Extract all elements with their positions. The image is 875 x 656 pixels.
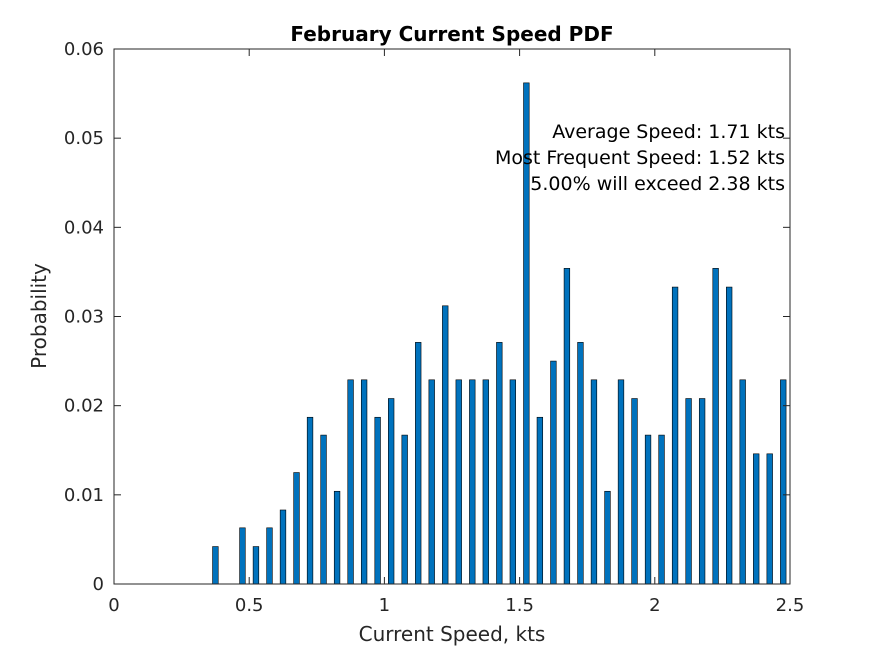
bar	[712, 268, 719, 585]
x-tick-label: 1.5	[505, 595, 534, 616]
x-tick-label: 1	[379, 595, 390, 616]
bar	[617, 379, 625, 585]
bar	[509, 379, 516, 585]
y-tick-label: 0	[93, 574, 104, 595]
bar	[766, 453, 773, 585]
bar	[482, 379, 489, 585]
bar	[644, 434, 652, 585]
bar	[266, 527, 273, 585]
ticks-group: 0 0.5 1 1.5 2 2.5 0 0.01 0.02 0.03 0.04 0.05 0.06	[64, 39, 804, 616]
bar	[536, 416, 544, 585]
y-tick-label: 0.03	[64, 307, 104, 328]
bar	[428, 379, 435, 585]
y-tick-label: 0.05	[64, 128, 104, 149]
y-tick-label: 0.01	[64, 485, 104, 506]
bar	[496, 342, 503, 585]
bar	[780, 379, 787, 585]
y-axis-label: Probability	[27, 263, 51, 369]
chart-title: February Current Speed PDF	[290, 22, 613, 46]
annotation-average-speed: Average Speed: 1.71 kts	[552, 121, 785, 143]
x-tick-label: 0.5	[235, 595, 264, 616]
bar	[293, 472, 300, 585]
bar	[279, 509, 287, 585]
bar	[320, 434, 327, 585]
bar	[388, 398, 395, 585]
bar	[631, 398, 638, 585]
bar	[590, 379, 598, 585]
bar	[252, 546, 260, 585]
bar	[374, 416, 381, 585]
y-tick-label: 0.02	[64, 396, 104, 417]
bar	[739, 379, 746, 585]
bar	[563, 268, 571, 585]
x-tick-label: 2.5	[776, 595, 805, 616]
bar	[658, 434, 665, 585]
x-tick-label: 0	[108, 595, 119, 616]
bar	[604, 490, 611, 585]
bar	[401, 434, 408, 585]
annotation-exceedance: 5.00% will exceed 2.38 kts	[530, 173, 785, 195]
bar	[306, 416, 314, 585]
bar	[455, 379, 462, 585]
y-tick-label: 0.06	[64, 39, 104, 60]
bar	[469, 379, 476, 585]
bar	[550, 360, 557, 585]
bar	[753, 453, 760, 585]
y-tick-label: 0.04	[64, 217, 104, 238]
bar	[726, 286, 733, 585]
bar	[212, 546, 219, 585]
annotation-most-frequent-speed: Most Frequent Speed: 1.52 kts	[495, 147, 785, 169]
bar	[577, 342, 584, 585]
bar	[415, 342, 422, 585]
bar	[360, 379, 368, 585]
bar	[671, 286, 679, 585]
bar	[685, 398, 692, 585]
bar	[347, 379, 354, 585]
bar	[333, 490, 341, 585]
bar	[239, 527, 246, 585]
plot-frame	[113, 48, 791, 585]
x-axis-label: Current Speed, kts	[359, 622, 546, 646]
bar	[698, 398, 706, 585]
bar	[442, 305, 449, 585]
x-tick-label: 2	[649, 595, 660, 616]
